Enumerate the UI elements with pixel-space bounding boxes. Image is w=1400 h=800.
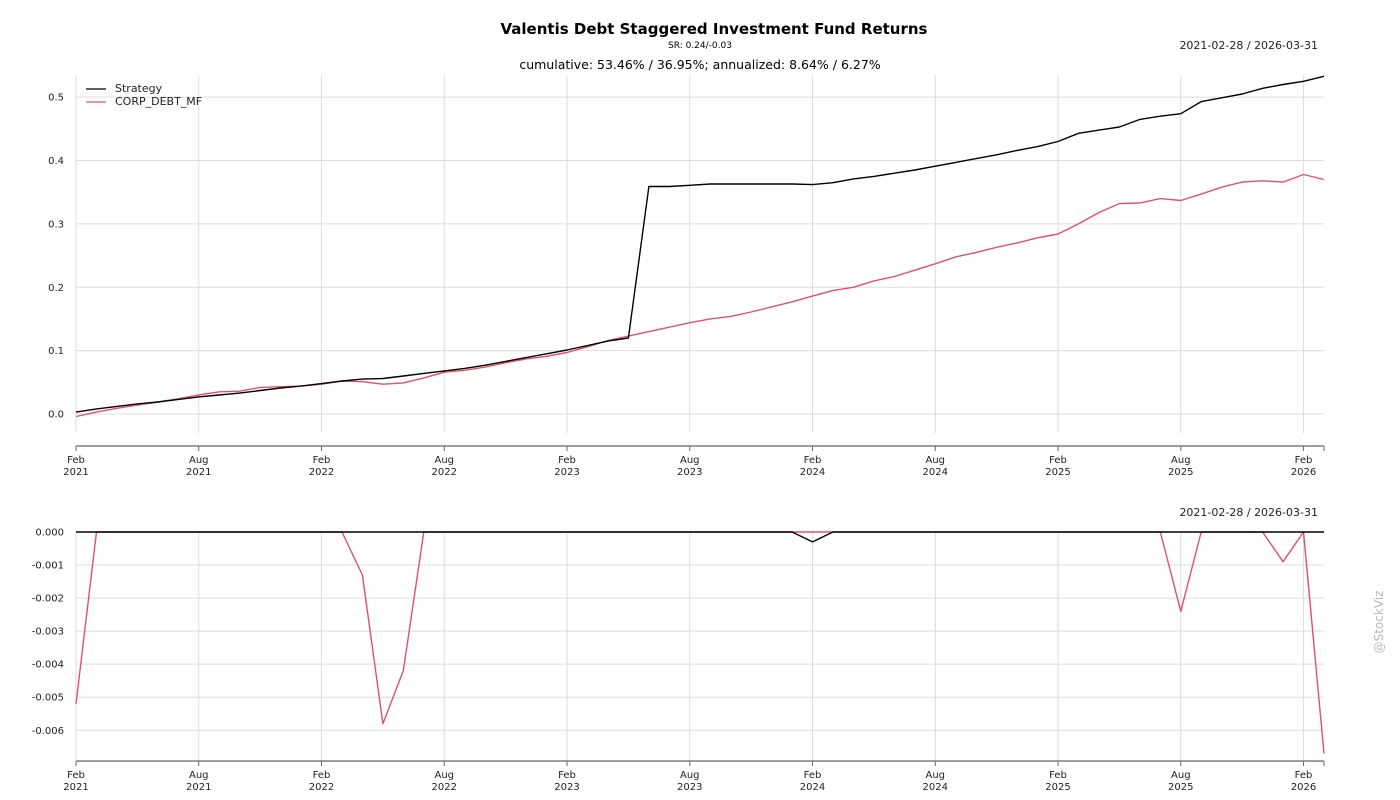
legend-benchmark-label: CORP_DEBT_MF [115, 95, 202, 108]
x-tick-label: Aug 2022 [432, 455, 457, 478]
y-tick-label: 0.0 [48, 409, 64, 420]
legend-strategy-label: Strategy [115, 82, 163, 95]
x-tick-label: Feb 2026 [1291, 455, 1316, 478]
y-tick-label: -0.005 [32, 693, 64, 704]
y-tick-label: -0.001 [32, 561, 64, 572]
x-tick-label: Aug 2021 [186, 770, 211, 793]
y-tick-label: -0.003 [32, 627, 64, 638]
y-tick-label: -0.006 [32, 726, 64, 737]
x-tick-label: Aug 2025 [1168, 770, 1193, 793]
x-tick-label: Aug 2024 [923, 770, 948, 793]
x-tick-label: Feb 2023 [554, 770, 579, 793]
watermark: @StockViz [1372, 591, 1386, 654]
x-tick-label: Feb 2022 [309, 455, 334, 478]
cumulative-summary: cumulative: 53.46% / 36.95%; annualized:… [519, 57, 880, 72]
x-tick-label: Feb 2024 [800, 770, 825, 793]
cumulative-returns-chart: Feb 2021 Aug 2021 Feb 2022 Aug 2022 Feb 2023 Aug 20… [48, 75, 1325, 478]
top-date-range: 2021-02-28 / 2026-03-31 [1179, 39, 1318, 52]
x-tick-label: Aug 2025 [1168, 455, 1193, 478]
series-line-corp-debt-mf [75, 531, 1325, 754]
x-tick-label: Feb 2021 [63, 770, 88, 793]
chart-title: Valentis Debt Staggered Investment Fund … [501, 20, 928, 38]
x-tick-label: Aug 2022 [432, 770, 457, 793]
x-tick-label: Feb 2026 [1291, 770, 1316, 793]
y-tick-label: -0.002 [32, 594, 64, 605]
x-tick-label: Aug 2024 [923, 455, 948, 478]
y-tick-label: 0.3 [48, 219, 64, 230]
y-tick-label: 0.4 [48, 156, 64, 167]
series-line-strategy [75, 75, 1325, 413]
series-line-corp-debt-mf [75, 173, 1325, 418]
drawdown-chart: Feb 2021 Aug 2021 Feb 2022 Aug 2022 Feb 2023 Aug 20… [32, 528, 1325, 793]
y-tick-label: 0.2 [48, 283, 64, 294]
y-tick-label: -0.004 [32, 660, 64, 671]
x-tick-label: Feb 2023 [554, 455, 579, 478]
x-tick-label: Aug 2023 [677, 455, 702, 478]
x-tick-label: Feb 2025 [1045, 770, 1070, 793]
x-tick-label: Aug 2021 [186, 455, 211, 478]
x-tick-label: Feb 2022 [309, 770, 334, 793]
x-tick-label: Feb 2021 [63, 455, 88, 478]
x-tick-label: Feb 2025 [1045, 455, 1070, 478]
y-tick-label: 0.000 [35, 528, 64, 539]
legend: Strategy CORP_DEBT_MF [86, 82, 202, 108]
series-line-strategy [76, 531, 1324, 543]
y-tick-label: 0.5 [48, 93, 64, 104]
x-tick-label: Aug 2023 [677, 770, 702, 793]
bottom-date-range: 2021-02-28 / 2026-03-31 [1179, 506, 1318, 519]
x-tick-label: Feb 2024 [800, 455, 825, 478]
y-tick-label: 0.1 [48, 346, 64, 357]
chart-subtitle: SR: 0.24/-0.03 [668, 41, 732, 51]
